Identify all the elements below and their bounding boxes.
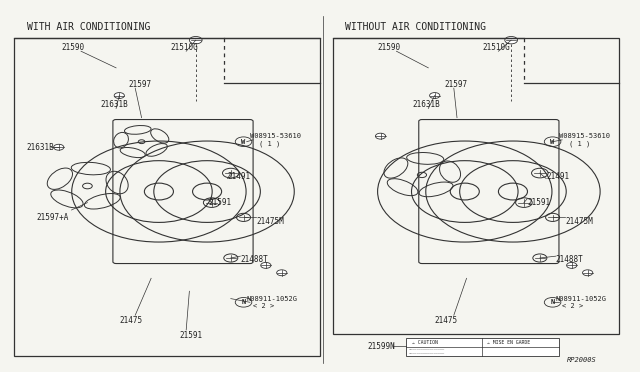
Text: 21597: 21597 [444, 80, 467, 89]
Text: N08911-1052G: N08911-1052G [246, 296, 298, 302]
Circle shape [429, 93, 440, 99]
Text: 21591: 21591 [527, 198, 550, 207]
FancyBboxPatch shape [406, 338, 559, 356]
Text: 21475: 21475 [435, 316, 458, 325]
Text: ─────────────────: ───────────────── [408, 352, 444, 356]
Text: 21488T: 21488T [241, 255, 268, 264]
Circle shape [582, 270, 593, 276]
Text: 21591: 21591 [180, 331, 203, 340]
Text: N08911-1052G: N08911-1052G [556, 296, 607, 302]
Circle shape [376, 133, 386, 139]
Text: W08915-53610: W08915-53610 [250, 133, 301, 139]
Text: N: N [550, 299, 555, 305]
Circle shape [566, 262, 577, 268]
Text: ( 1 ): ( 1 ) [568, 140, 590, 147]
Text: W08915-53610: W08915-53610 [559, 133, 610, 139]
Circle shape [54, 144, 64, 150]
Text: WITH AIR CONDITIONING: WITH AIR CONDITIONING [27, 22, 150, 32]
Text: 21475M: 21475M [256, 217, 284, 225]
Circle shape [260, 262, 271, 268]
Circle shape [114, 93, 124, 99]
Text: 21590: 21590 [62, 43, 85, 52]
Text: 21510G: 21510G [170, 43, 198, 52]
Text: 21591: 21591 [209, 198, 232, 207]
Text: 21491: 21491 [228, 172, 251, 181]
Text: < 2 >: < 2 > [562, 303, 584, 309]
Text: 21475M: 21475M [565, 217, 593, 225]
Circle shape [189, 36, 202, 44]
Text: 21597+A: 21597+A [36, 213, 69, 222]
Text: RP2000S: RP2000S [568, 357, 597, 363]
Circle shape [505, 36, 518, 44]
Text: 21631B: 21631B [412, 100, 440, 109]
Text: ⚠ CAUTION: ⚠ CAUTION [412, 340, 438, 345]
Bar [333, 38, 620, 334]
Text: ─────────────────: ───────────────── [408, 348, 444, 352]
Text: ⚠ MISE EN GARDE: ⚠ MISE EN GARDE [487, 340, 530, 345]
Text: 21590: 21590 [378, 43, 401, 52]
Text: 21488T: 21488T [556, 255, 584, 264]
Text: W: W [550, 139, 555, 145]
Text: 21599N: 21599N [368, 342, 396, 351]
Text: 21597: 21597 [129, 80, 152, 89]
Text: 21475: 21475 [119, 316, 142, 325]
Text: WITHOUT AIR CONDITIONING: WITHOUT AIR CONDITIONING [346, 22, 486, 32]
Text: N: N [241, 299, 246, 305]
Text: 21631B: 21631B [27, 143, 54, 152]
Bar [14, 38, 320, 356]
Text: 21510G: 21510G [483, 43, 510, 52]
Text: ( 1 ): ( 1 ) [259, 140, 281, 147]
Text: < 2 >: < 2 > [253, 303, 275, 309]
Text: 21491: 21491 [546, 172, 570, 181]
Text: W: W [241, 139, 246, 145]
Circle shape [276, 270, 287, 276]
Text: 21631B: 21631B [100, 100, 128, 109]
